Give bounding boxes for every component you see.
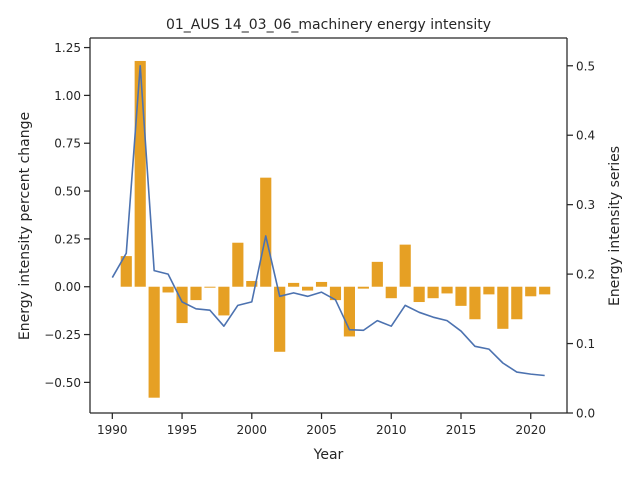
y-right-tick-label-0: 0.0 xyxy=(576,407,595,421)
y-right-tick-label-0.2: 0.2 xyxy=(576,268,595,282)
bar-2005 xyxy=(315,281,328,287)
y-left-tick-label-0.75: 0.75 xyxy=(54,137,81,151)
y-left-tick-label--0.25: −0.25 xyxy=(44,328,81,342)
x-tick-label-2015: 2015 xyxy=(446,423,477,437)
energy-intensity-line xyxy=(111,64,545,377)
bar-1998 xyxy=(218,286,230,316)
bar-2004 xyxy=(302,286,314,291)
y-right-tick-label-0.1: 0.1 xyxy=(576,337,595,351)
y-axis-label-left: Energy intensity percent change xyxy=(17,112,33,340)
bar-2008 xyxy=(357,286,369,289)
x-tick-label-2010: 2010 xyxy=(376,423,407,437)
bar-2010 xyxy=(385,286,397,299)
ticks: 1990 1995 2000 2005 2010 2015 2020 −0.50 −0.25 0.… xyxy=(44,41,595,437)
axes xyxy=(89,37,568,414)
bar-1992 xyxy=(134,60,146,287)
bar-2020 xyxy=(525,286,537,297)
bar-2019 xyxy=(511,286,523,320)
y-right-tick-label-0.4: 0.4 xyxy=(576,129,595,143)
bar-2018 xyxy=(497,286,509,329)
bar-2000 xyxy=(246,280,258,287)
x-tick-label-1990: 1990 xyxy=(97,423,128,437)
y-right-tick-label-0.3: 0.3 xyxy=(576,198,595,212)
line-series xyxy=(111,64,545,377)
bar-2021 xyxy=(539,286,551,295)
bar-1994 xyxy=(162,286,174,293)
y-right-tick-label-0.5: 0.5 xyxy=(576,59,595,73)
bar-2003 xyxy=(288,282,300,287)
y-left-tick-label-0.25: 0.25 xyxy=(54,232,81,246)
bar-2006 xyxy=(329,286,342,301)
bar-2016 xyxy=(469,286,481,320)
bar-1991 xyxy=(120,256,132,287)
x-tick-label-2000: 2000 xyxy=(237,423,268,437)
chart-title: 01_AUS 14_03_06_machinery energy intensi… xyxy=(166,17,491,33)
bar-2002 xyxy=(274,286,286,352)
bar-1995 xyxy=(176,286,188,324)
bar-1996 xyxy=(190,286,202,301)
y-axis-label-right: Energy intensity series xyxy=(607,146,623,306)
bar-series xyxy=(120,60,551,398)
bar-1999 xyxy=(232,242,244,287)
y-left-tick-label--0.5: −0.50 xyxy=(44,376,81,390)
bar-2015 xyxy=(455,286,467,306)
y-left-tick-label-1: 1.00 xyxy=(54,89,81,103)
bar-2013 xyxy=(427,286,439,299)
bar-2007 xyxy=(343,286,355,337)
bar-2014 xyxy=(441,286,453,294)
bar-2017 xyxy=(483,286,495,295)
bar-2011 xyxy=(399,244,411,287)
y-left-tick-label-0.5: 0.50 xyxy=(54,185,81,199)
y-left-tick-label-1.25: 1.25 xyxy=(54,41,81,55)
x-axis-label: Year xyxy=(313,447,344,463)
x-tick-label-2020: 2020 xyxy=(515,423,546,437)
bar-1997 xyxy=(204,286,216,288)
x-tick-label-1995: 1995 xyxy=(167,423,198,437)
bar-2012 xyxy=(413,286,425,303)
x-tick-label-2005: 2005 xyxy=(306,423,337,437)
bar-1993 xyxy=(148,286,160,398)
y-left-tick-label-0: 0.00 xyxy=(54,280,81,294)
bar-2001 xyxy=(260,177,272,287)
bar-2009 xyxy=(371,261,383,287)
